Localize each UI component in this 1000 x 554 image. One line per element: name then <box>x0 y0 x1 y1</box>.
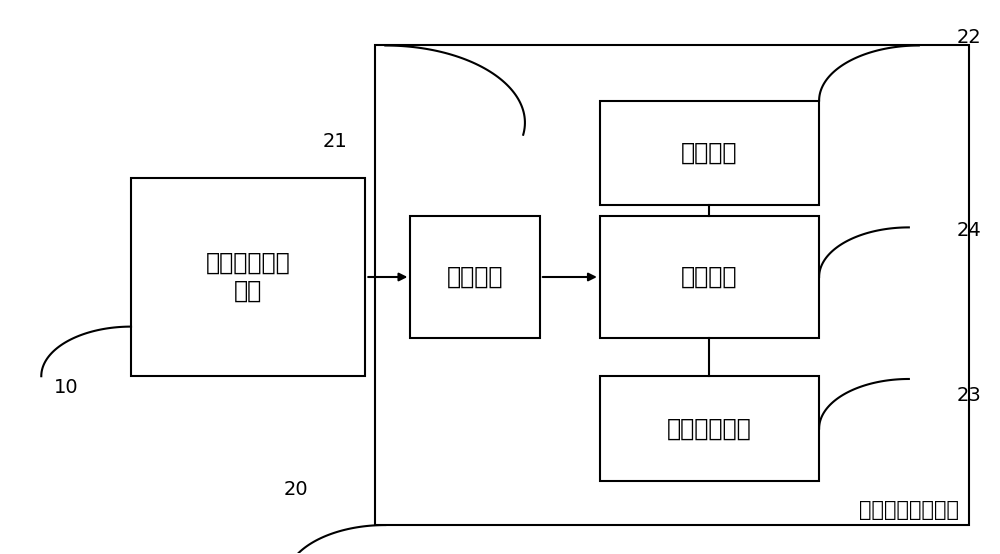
Bar <box>410 217 540 337</box>
Text: 现场数据采集设备: 现场数据采集设备 <box>859 500 959 520</box>
Text: 22: 22 <box>956 28 981 47</box>
Bar <box>600 101 819 206</box>
Text: 10: 10 <box>54 378 79 397</box>
Text: 20: 20 <box>283 480 308 499</box>
Text: 数据采集模块: 数据采集模块 <box>667 417 752 440</box>
Bar <box>131 178 365 376</box>
Text: 处理模块: 处理模块 <box>681 265 738 289</box>
Text: 扫描模块: 扫描模块 <box>681 141 738 165</box>
Text: 21: 21 <box>323 132 348 151</box>
Bar <box>600 376 819 481</box>
Text: 23: 23 <box>956 386 981 405</box>
Bar <box>375 45 969 525</box>
Text: 核电站设备信
息库: 核电站设备信 息库 <box>206 251 291 303</box>
Text: 24: 24 <box>956 220 981 240</box>
Text: 通讯模块: 通讯模块 <box>447 265 503 289</box>
Bar <box>600 217 819 337</box>
